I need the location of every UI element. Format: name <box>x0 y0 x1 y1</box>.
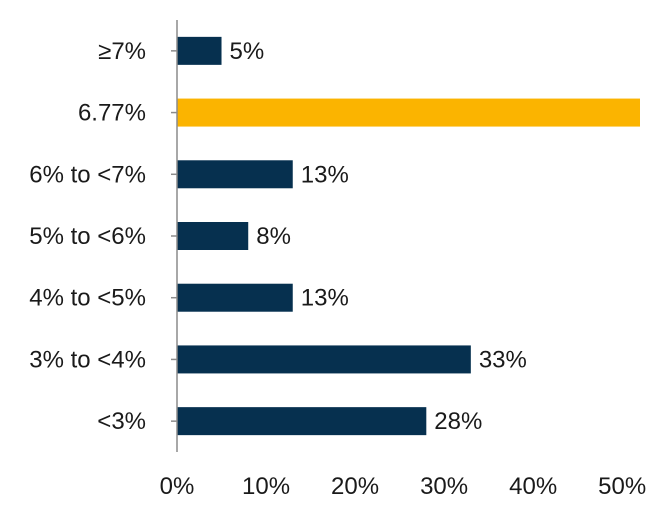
bar-6 <box>177 407 427 436</box>
data-label-2: 13% <box>301 161 349 188</box>
category-label-4: 4% to <5% <box>29 285 146 312</box>
x-tick-label-2: 20% <box>331 473 379 500</box>
data-label-6: 28% <box>434 408 482 435</box>
bar-2 <box>177 160 293 189</box>
category-label-2: 6% to <7% <box>29 161 146 188</box>
bar-4 <box>177 283 293 312</box>
bar-5 <box>177 345 471 374</box>
x-tick-label-5: 50% <box>598 473 646 500</box>
category-label-1: 6.77% <box>78 100 146 127</box>
data-label-0: 5% <box>230 38 265 65</box>
category-label-3: 5% to <6% <box>29 223 146 250</box>
category-label-0: ≥7% <box>98 38 146 65</box>
bars-group <box>177 36 640 436</box>
data-label-5: 33% <box>479 346 527 373</box>
category-label-5: 3% to <4% <box>29 346 146 373</box>
bar-3 <box>177 222 249 250</box>
bar-1 <box>177 98 640 127</box>
x-tick-label-3: 30% <box>420 473 468 500</box>
category-label-6: <3% <box>97 408 146 435</box>
data-label-3: 8% <box>256 223 291 250</box>
axes-group: 0% 10% 20% 30% 40% 50% <box>160 20 646 500</box>
x-tick-label-4: 40% <box>509 473 557 500</box>
x-tick-label-0: 0% <box>160 473 195 500</box>
labels-group: ≥7% 5% 6.77% 6% to <7% 13% 5% to <6% 8% 4% to <… <box>29 38 527 435</box>
bar-0 <box>177 36 222 65</box>
data-label-4: 13% <box>301 285 349 312</box>
x-tick-label-1: 10% <box>242 473 290 500</box>
